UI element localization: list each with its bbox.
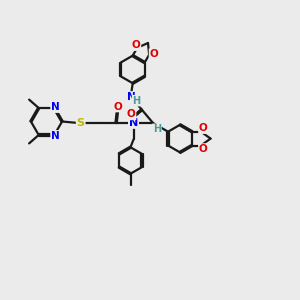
Text: O: O <box>113 101 122 112</box>
Text: O: O <box>132 40 140 50</box>
Text: N: N <box>51 131 60 141</box>
Text: H: H <box>133 96 141 106</box>
Text: O: O <box>199 144 208 154</box>
Text: O: O <box>127 110 136 119</box>
Text: N: N <box>127 92 136 102</box>
Text: O: O <box>150 49 158 59</box>
Text: S: S <box>77 118 85 128</box>
Text: O: O <box>199 123 208 133</box>
Text: N: N <box>51 102 60 112</box>
Text: N: N <box>129 118 138 128</box>
Text: H: H <box>153 124 161 134</box>
